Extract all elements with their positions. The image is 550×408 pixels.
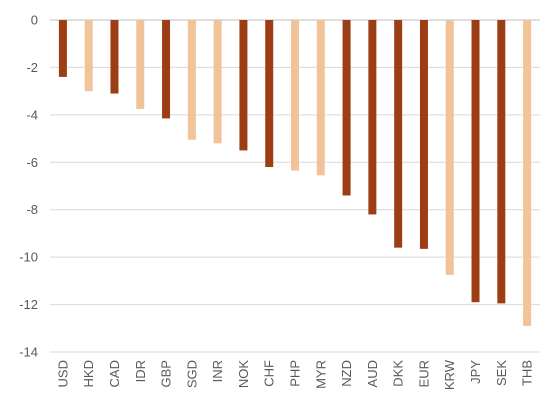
x-category-label: NOK xyxy=(236,360,251,389)
bars xyxy=(58,20,532,326)
x-category-label: GBP xyxy=(159,360,174,387)
x-category-label: IDR xyxy=(133,360,148,382)
x-category-label: AUD xyxy=(365,360,380,387)
y-tick-label: -12 xyxy=(19,297,38,312)
y-tick-label: -14 xyxy=(19,345,38,360)
bar-eur xyxy=(419,20,428,249)
x-category-label: CAD xyxy=(107,360,122,387)
bar-idr xyxy=(136,20,145,109)
bar-aud xyxy=(368,20,377,215)
bar-sek xyxy=(497,20,506,304)
x-category-label: SEK xyxy=(494,360,509,386)
y-tick-label: -6 xyxy=(26,155,38,170)
x-category-label: HKD xyxy=(81,360,96,387)
x-category-label: EUR xyxy=(416,360,431,387)
bar-nzd xyxy=(342,20,351,196)
x-category-label: JPY xyxy=(468,360,483,384)
y-axis-ticks: 0 -2 -4 -6 -8 -10 -12 -14 xyxy=(19,13,38,360)
bar-nok xyxy=(239,20,248,151)
y-tick-label: -4 xyxy=(26,107,38,122)
x-category-label: USD xyxy=(55,360,70,387)
bar-dkk xyxy=(394,20,403,248)
bar-php xyxy=(291,20,299,171)
x-category-label: SGD xyxy=(184,360,199,388)
bar-sgd xyxy=(187,20,196,140)
y-tick-label: -8 xyxy=(26,202,38,217)
x-category-label: NZD xyxy=(339,360,354,387)
bar-cad xyxy=(110,20,119,94)
x-category-label: PHP xyxy=(288,360,303,387)
bar-chf xyxy=(265,20,274,168)
y-tick-label: -10 xyxy=(19,250,38,265)
x-axis-labels: USD HKD CAD IDR GBP SGD INR NOK CHF PHP MYR NZD AUD D… xyxy=(55,359,534,390)
bar-krw xyxy=(445,20,454,275)
bar-myr xyxy=(316,20,325,176)
bar-usd xyxy=(58,20,67,77)
y-tick-label: -2 xyxy=(26,60,38,75)
x-category-label: KRW xyxy=(442,359,457,390)
x-category-label: CHF xyxy=(262,360,277,387)
x-category-label: MYR xyxy=(313,360,328,389)
bar-gbp xyxy=(162,20,171,119)
x-category-label: THB xyxy=(520,360,535,386)
bar-inr xyxy=(213,20,222,144)
bar-jpy xyxy=(471,20,480,303)
x-category-label: DKK xyxy=(391,360,406,387)
bar-hkd xyxy=(84,20,93,92)
bar-thb xyxy=(523,20,532,326)
y-tick-label: 0 xyxy=(31,13,38,28)
x-category-label: INR xyxy=(210,360,225,382)
